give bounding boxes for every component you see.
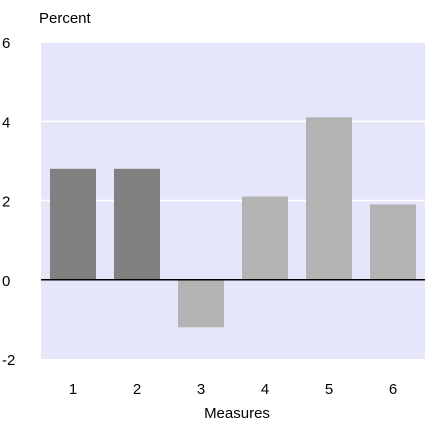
bar-3 — [178, 279, 224, 328]
x-tick-label: 5 — [325, 381, 333, 398]
bar-6 — [370, 204, 416, 280]
y-tick-label: -2 — [2, 352, 15, 369]
bars — [50, 117, 416, 328]
y-tick-label: 2 — [2, 194, 10, 211]
y-axis-title: Percent — [39, 10, 92, 27]
bar-4 — [242, 196, 288, 280]
x-tick-label: 6 — [389, 381, 397, 398]
x-tick-label: 4 — [261, 381, 269, 398]
y-tick-label: 6 — [2, 35, 10, 52]
y-tick-label: 4 — [2, 114, 10, 131]
x-tick-label: 3 — [197, 381, 205, 398]
bar-1 — [50, 168, 96, 280]
x-tick-labels: 1 2 3 4 5 6 — [69, 381, 397, 398]
x-axis-title: Measures — [204, 405, 270, 422]
gridlines — [41, 41, 425, 202]
x-tick-label: 2 — [133, 381, 141, 398]
x-tick-label: 1 — [69, 381, 77, 398]
y-tick-label: 0 — [2, 273, 10, 290]
bar-2 — [114, 168, 160, 280]
bar-5 — [306, 117, 352, 280]
y-tick-labels: -2 0 2 4 6 — [2, 35, 15, 369]
